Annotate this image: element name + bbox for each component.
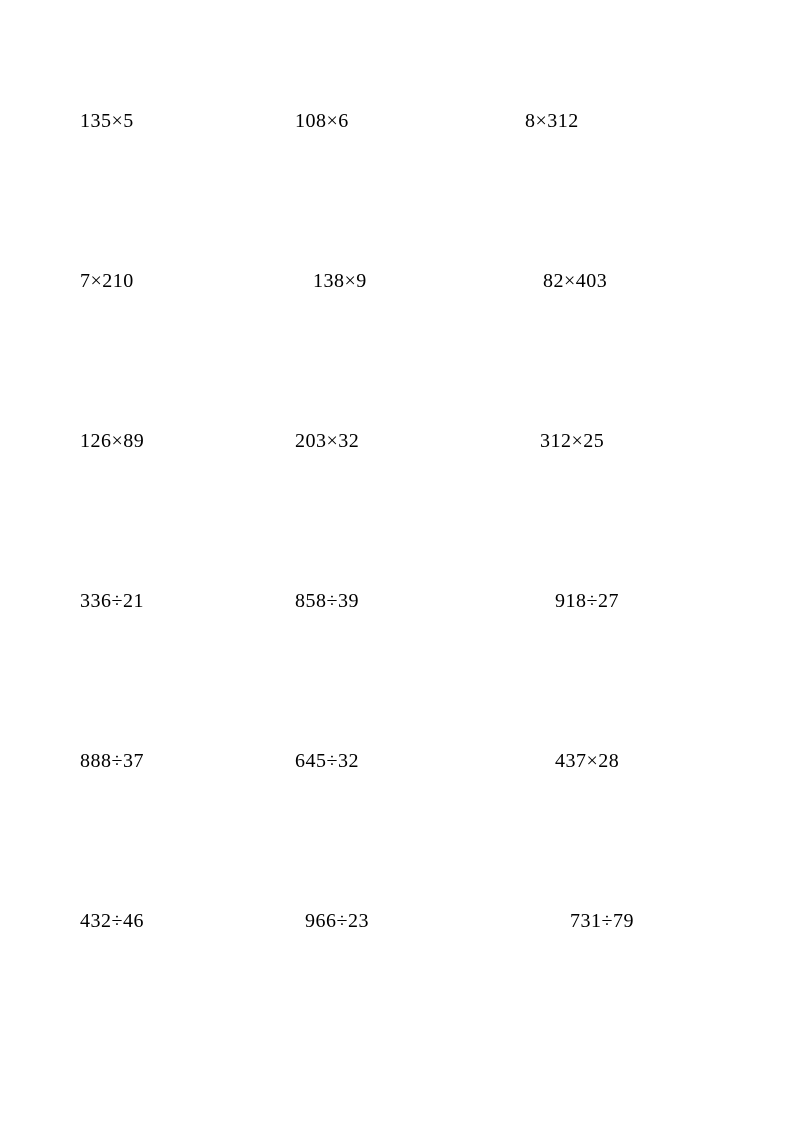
problem-cell: 135×5 — [80, 110, 295, 133]
problem-cell: 138×9 — [295, 270, 523, 293]
problem-cell: 8×312 — [505, 110, 735, 133]
problem-row: 336÷21 858÷39 918÷27 — [80, 590, 730, 750]
problem-cell: 126×89 — [80, 430, 295, 453]
problem-cell: 312×25 — [505, 430, 750, 453]
worksheet-page: 135×5 108×6 8×312 7×210 138×9 82×403 126… — [0, 0, 800, 1132]
problem-cell: 432÷46 — [80, 910, 295, 933]
problem-cell: 918÷27 — [505, 590, 765, 613]
problem-cell: 437×28 — [505, 750, 765, 773]
problem-cell: 7×210 — [80, 270, 295, 293]
problem-cell: 203×32 — [295, 430, 505, 453]
problem-cell: 82×403 — [523, 270, 753, 293]
problem-cell: 108×6 — [295, 110, 505, 133]
problem-cell: 966÷23 — [295, 910, 515, 933]
problem-row: 135×5 108×6 8×312 — [80, 110, 730, 270]
problem-cell: 888÷37 — [80, 750, 295, 773]
problem-row: 7×210 138×9 82×403 — [80, 270, 730, 430]
problem-row: 126×89 203×32 312×25 — [80, 430, 730, 590]
problem-cell: 336÷21 — [80, 590, 295, 613]
problem-cell: 858÷39 — [295, 590, 505, 613]
problem-row: 432÷46 966÷23 731÷79 — [80, 910, 730, 1070]
problem-cell: 645÷32 — [295, 750, 505, 773]
problem-row: 888÷37 645÷32 437×28 — [80, 750, 730, 910]
problem-cell: 731÷79 — [515, 910, 780, 933]
